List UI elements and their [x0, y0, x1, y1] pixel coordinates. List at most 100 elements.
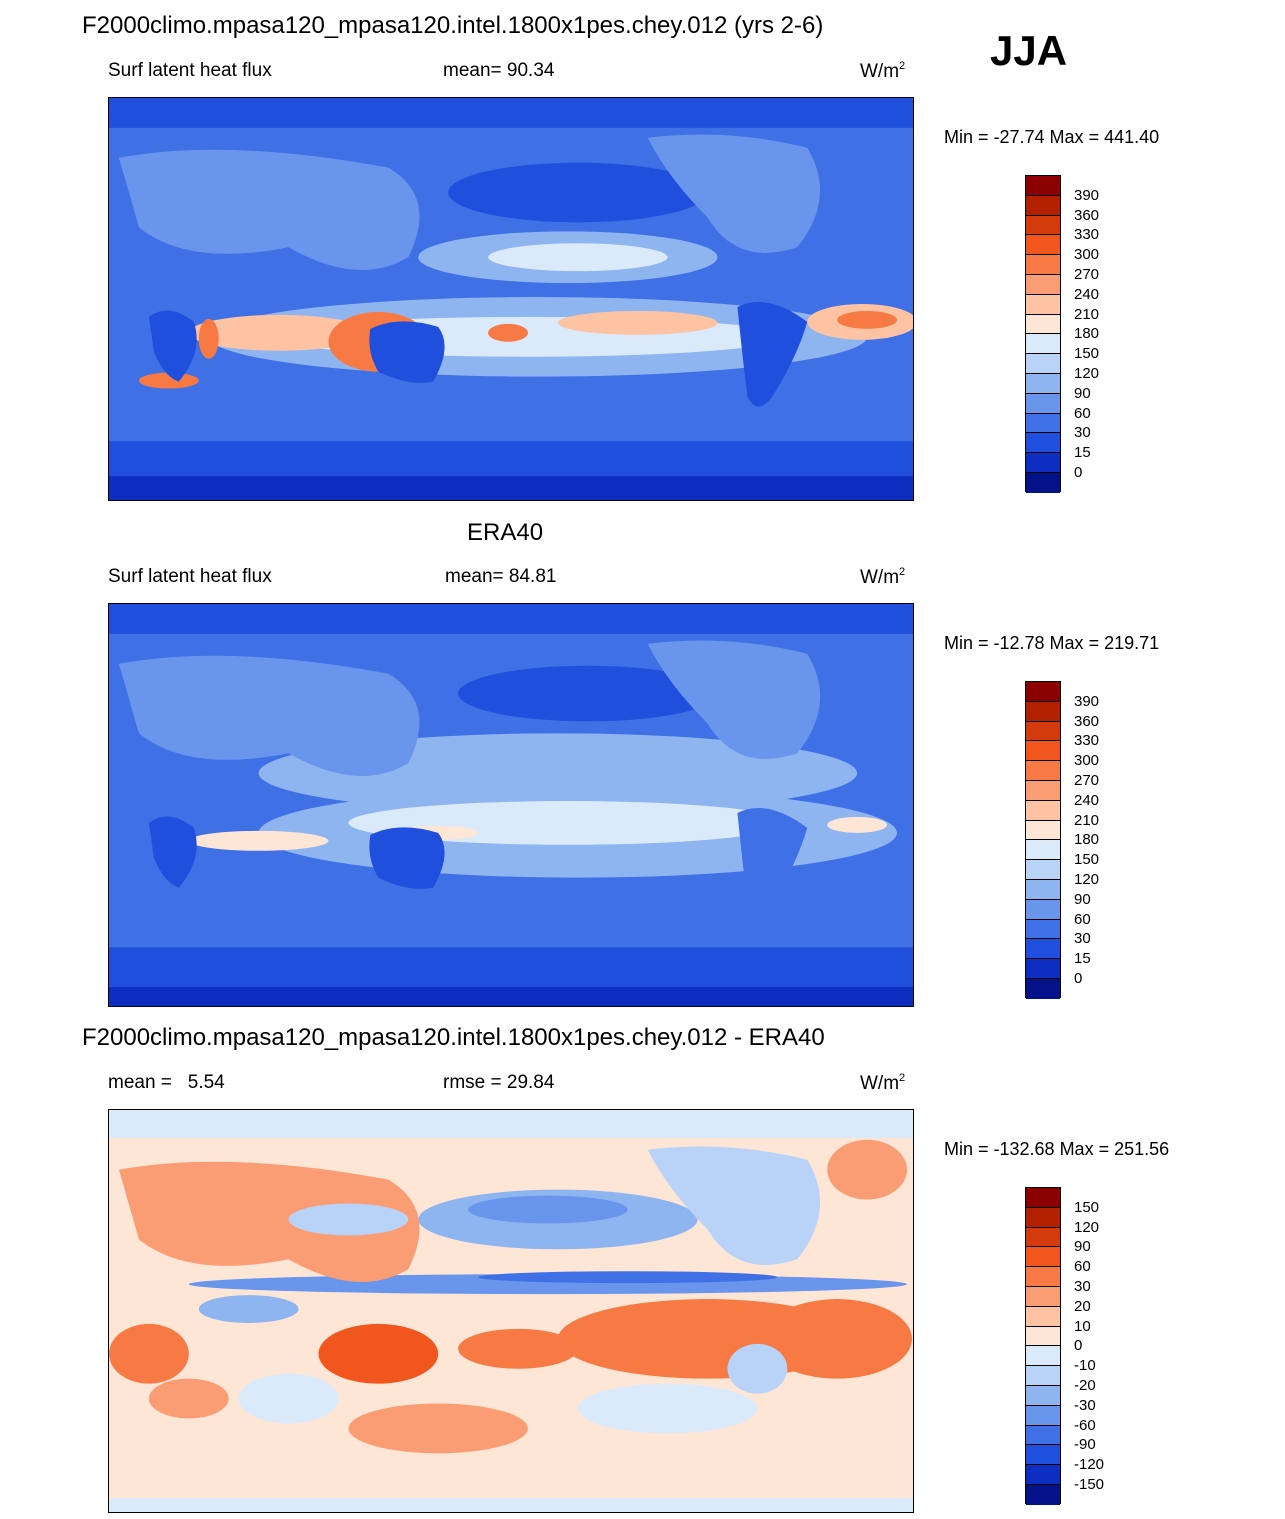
colorbar-tick-label: 90 — [1074, 384, 1091, 402]
panel1-title: F2000climo.mpasa120_mpasa120.intel.1800x… — [82, 12, 824, 39]
colorbar-swatch — [1026, 1326, 1060, 1347]
panel3-rmse: rmse = 29.84 — [443, 1073, 554, 1092]
colorbar-tick-label: 330 — [1074, 732, 1100, 750]
panel2-title: ERA40 — [467, 519, 544, 546]
colorbar-swatch — [1026, 919, 1060, 940]
colorbar-tick-label: 300 — [1074, 752, 1100, 770]
colorbar-tick-label: 90 — [1074, 1238, 1091, 1256]
colorbar-swatch — [1026, 899, 1060, 920]
colorbar-tick-label: 210 — [1074, 305, 1100, 323]
colorbar-swatch — [1026, 1286, 1060, 1307]
colorbar-swatch — [1026, 800, 1060, 821]
panel3-rmse-label: rmse = — [443, 1072, 502, 1093]
colorbar-swatch — [1026, 373, 1060, 394]
colorbar-swatch — [1026, 1207, 1060, 1228]
colorbar-swatch — [1026, 1405, 1060, 1426]
colorbar-tick-label: 150 — [1074, 345, 1100, 363]
panel3-minmax: Min = -132.68 Max = 251.56 — [944, 1139, 1170, 1159]
colorbar-tick-label: 120 — [1074, 1218, 1100, 1236]
colorbar-tick-label: 60 — [1074, 404, 1091, 422]
panel3-mean-label: mean = — [108, 1072, 172, 1093]
colorbar-swatch — [1026, 334, 1060, 355]
colorbar-tick-label: 180 — [1074, 831, 1100, 849]
colorbar-swatch — [1026, 820, 1060, 841]
panel1-mean-value: 90.34 — [506, 60, 555, 81]
colorbar-swatch — [1026, 393, 1060, 414]
panel2-units-sup: 2 — [899, 566, 906, 578]
colorbar-swatch — [1026, 472, 1060, 493]
colorbar-swatch — [1026, 176, 1060, 196]
colorbar-tick-label: -150 — [1074, 1476, 1105, 1493]
colorbar-tick-label: 270 — [1074, 772, 1100, 789]
panel1-minmax: Min = -27.74 Max = 441.40 — [944, 127, 1160, 147]
panel2-variable-label: Surf latent heat flux — [108, 566, 272, 587]
colorbar-tick-label: -10 — [1074, 1357, 1096, 1375]
colorbar-swatch — [1026, 721, 1060, 742]
colorbar-tick-label: 150 — [1074, 1198, 1100, 1216]
panel2-mean: mean= 84.81 — [445, 567, 556, 586]
colorbar-tick-label: 10 — [1074, 1317, 1091, 1335]
colorbar-swatch — [1026, 939, 1060, 960]
colorbar-swatch — [1026, 314, 1060, 335]
colorbar-tick-label: 390 — [1074, 692, 1100, 710]
colorbar-swatch — [1026, 1385, 1060, 1406]
colorbar-tick-label: -120 — [1074, 1456, 1105, 1474]
colorbar-swatch — [1026, 860, 1060, 880]
colorbar-tick-label: -30 — [1074, 1396, 1096, 1414]
colorbar-swatch — [1026, 1465, 1060, 1485]
colorbar-tick-label: 120 — [1074, 871, 1100, 888]
panel3-units-sup: 2 — [899, 1072, 906, 1084]
colorbar-swatch — [1026, 274, 1060, 295]
colorbar-tick-label: 360 — [1074, 712, 1100, 730]
colorbar-tick-label: 15 — [1074, 950, 1091, 968]
colorbar-tick-label: 15 — [1074, 444, 1091, 462]
colorbar-swatch — [1026, 1445, 1060, 1466]
colorbar-swatch — [1026, 701, 1060, 722]
panel2-mean-value: 84.81 — [508, 566, 557, 587]
colorbar-tick-label: 30 — [1074, 1278, 1091, 1295]
panel2-units: W/m2 — [860, 566, 906, 588]
colorbar-swatch — [1026, 1188, 1060, 1208]
panel1-units-base: W/m — [860, 61, 900, 82]
panel3-rmse-value: 29.84 — [506, 1072, 555, 1093]
colorbar-tick-label: 180 — [1074, 325, 1100, 343]
colorbar-tick-label: 360 — [1074, 206, 1100, 224]
panel1-units: W/m2 — [860, 60, 906, 82]
colorbar-swatch — [1026, 1366, 1060, 1386]
colorbar-tick-label: 330 — [1074, 226, 1100, 244]
colorbar-tick-label: 60 — [1074, 910, 1091, 928]
colorbar-swatch — [1026, 1425, 1060, 1446]
colorbar-tick-label: 90 — [1074, 890, 1091, 908]
colorbar-tick-label: -90 — [1074, 1436, 1096, 1454]
panel3-title: F2000climo.mpasa120_mpasa120.intel.1800x… — [82, 1024, 825, 1051]
season-label: JJA — [990, 27, 1068, 74]
colorbar-tick-label: 240 — [1074, 791, 1100, 809]
panel1-units-sup: 2 — [899, 60, 906, 72]
colorbar-tick-label: 150 — [1074, 851, 1100, 869]
colorbar-tick-label: 20 — [1074, 1297, 1091, 1315]
panel1-map — [108, 97, 914, 501]
colorbar-tick-label: 270 — [1074, 266, 1100, 283]
panel3-colorbar — [1025, 1187, 1061, 1505]
colorbar-swatch — [1026, 840, 1060, 861]
colorbar-tick-label: 0 — [1074, 970, 1083, 987]
colorbar-swatch — [1026, 978, 1060, 999]
colorbar-tick-label: -60 — [1074, 1416, 1096, 1434]
colorbar-tick-label: 210 — [1074, 811, 1100, 829]
colorbar-swatch — [1026, 413, 1060, 434]
panel3-map — [108, 1109, 914, 1513]
colorbar-swatch — [1026, 780, 1060, 801]
colorbar-swatch — [1026, 1247, 1060, 1268]
panel1-variable-label: Surf latent heat flux — [108, 60, 272, 81]
colorbar-swatch — [1026, 1484, 1060, 1505]
colorbar-swatch — [1026, 741, 1060, 762]
panel1-colorbar — [1025, 175, 1061, 493]
panel2-map — [108, 603, 914, 1007]
colorbar-swatch — [1026, 433, 1060, 454]
colorbar-swatch — [1026, 682, 1060, 702]
colorbar-swatch — [1026, 1346, 1060, 1367]
colorbar-tick-label: 0 — [1074, 1337, 1083, 1355]
colorbar-tick-label: 240 — [1074, 285, 1100, 303]
colorbar-swatch — [1026, 453, 1060, 473]
panel1-mean-label: mean= — [443, 60, 502, 81]
